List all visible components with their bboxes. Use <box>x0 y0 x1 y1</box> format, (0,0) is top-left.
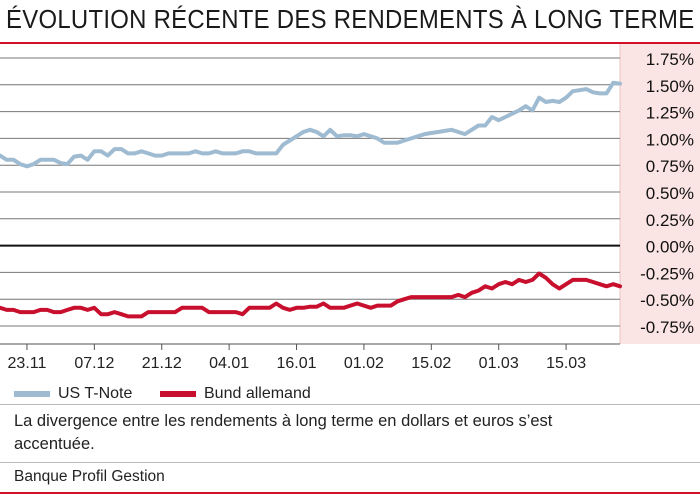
legend-item-bund: Bund allemand <box>160 384 311 404</box>
chart-caption: La divergence entre les rendements à lon… <box>14 412 553 453</box>
x-tick-label: 01.02 <box>344 355 384 372</box>
y-tick-label: 0.50% <box>646 184 694 203</box>
chart-title: ÉVOLUTION RÉCENTE DES RENDEMENTS À LONG … <box>6 4 695 34</box>
y-tick-label: 1.75% <box>646 50 694 69</box>
bottom-rule <box>0 492 700 494</box>
legend-item-us-tnote: US T-Note <box>14 384 132 404</box>
y-tick-label: 1.25% <box>646 104 694 123</box>
x-tick-label: 16.01 <box>276 355 316 372</box>
x-tick-label: 15.03 <box>546 355 586 372</box>
x-tick-label: 01.03 <box>479 355 519 372</box>
legend-label-bund: Bund allemand <box>204 385 311 402</box>
yield-chart: 1.75% 1.50% 1.25% 1.00% 0.75% 0.50% 0.25% 0.00%… <box>0 44 700 372</box>
y-tick-label: 0.75% <box>646 157 694 176</box>
title-rule <box>0 42 700 44</box>
us-tnote-line <box>0 80 622 169</box>
y-tick-labels: 1.75% 1.50% 1.25% 1.00% 0.75% 0.50% 0.25% 0.00%… <box>640 50 694 337</box>
x-tick-label: 21.12 <box>142 355 182 372</box>
y-tick-label: 1.50% <box>646 77 694 96</box>
legend-swatch-bund <box>160 391 196 397</box>
caption-rule <box>0 404 700 405</box>
grid-lines <box>0 57 620 327</box>
x-tick-label: 23.11 <box>8 355 47 372</box>
y-tick-label: 1.00% <box>646 130 694 149</box>
y-axis-band <box>620 44 700 344</box>
x-tick-label: 15.02 <box>411 355 451 372</box>
chart-source: Banque Profil Gestion <box>14 468 165 485</box>
x-tick-label: 04.01 <box>209 355 249 372</box>
y-tick-label: 0.00% <box>646 238 694 257</box>
legend-swatch-us <box>14 391 50 397</box>
y-tick-label: -0.50% <box>640 291 694 310</box>
y-tick-label: -0.75% <box>640 318 694 337</box>
x-tick-label: 07.12 <box>74 355 114 372</box>
x-tick-marks <box>26 344 567 350</box>
x-tick-labels: 23.11 07.12 21.12 04.01 16.01 01.02 15.02 01.03… <box>8 355 587 372</box>
series-lines <box>0 80 622 319</box>
legend-label-us: US T-Note <box>58 385 133 402</box>
bund-line <box>0 271 622 319</box>
y-tick-label: -0.25% <box>640 264 694 283</box>
y-tick-label: 0.25% <box>646 211 694 230</box>
source-rule <box>0 462 700 463</box>
